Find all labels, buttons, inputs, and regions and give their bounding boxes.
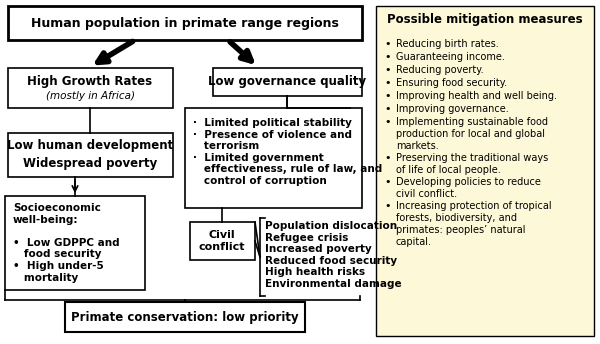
Text: Reducing birth rates.: Reducing birth rates. [396, 39, 499, 49]
Text: •: • [384, 91, 391, 101]
Text: of life of local people.: of life of local people. [396, 165, 501, 175]
Bar [185, 108, 362, 208]
Text: Improving health and well being.: Improving health and well being. [396, 91, 557, 101]
Text: Reducing poverty.: Reducing poverty. [396, 65, 484, 75]
Text: (mostly in Africa): (mostly in Africa) [46, 91, 134, 101]
Text: •: • [384, 104, 391, 114]
Text: markets.: markets. [396, 141, 439, 151]
Text: forests, biodiversity, and: forests, biodiversity, and [396, 213, 517, 223]
Text: •: • [384, 201, 391, 211]
Text: Guaranteeing income.: Guaranteeing income. [396, 52, 505, 62]
Text: production for local and global: production for local and global [396, 129, 545, 139]
Bar [65, 302, 305, 332]
Text: Socioeconomic
well-being:

•  Low GDPPC and
   food security
•  High under-5
   : Socioeconomic well-being: • Low GDPPC an… [13, 203, 119, 283]
Text: primates: peoples’ natural: primates: peoples’ natural [396, 225, 526, 235]
Text: •: • [384, 177, 391, 187]
Text: ·  Limited political stability
·  Presence of violence and
   terrorism
·  Limit: · Limited political stability · Presence… [193, 118, 382, 186]
Bar [213, 68, 362, 96]
Text: Low governance quality: Low governance quality [208, 75, 366, 88]
Text: •: • [384, 65, 391, 75]
Text: Low human development: Low human development [7, 140, 173, 152]
Text: Improving governance.: Improving governance. [396, 104, 509, 114]
Text: •: • [384, 153, 391, 163]
Text: civil conflict.: civil conflict. [396, 189, 457, 199]
Bar [190, 222, 255, 260]
Text: Developing policies to reduce: Developing policies to reduce [396, 177, 541, 187]
Text: •: • [384, 39, 391, 49]
Text: Human population in primate range regions: Human population in primate range region… [31, 17, 339, 30]
Text: •: • [384, 117, 391, 127]
Text: Preserving the traditional ways: Preserving the traditional ways [396, 153, 548, 163]
Text: capital.: capital. [396, 237, 432, 247]
Text: Increasing protection of tropical: Increasing protection of tropical [396, 201, 551, 211]
Bar [8, 68, 173, 108]
Text: Civil
conflict: Civil conflict [199, 230, 245, 252]
Bar [5, 196, 145, 290]
Bar [8, 6, 362, 40]
Text: Primate conservation: low priority: Primate conservation: low priority [71, 311, 299, 323]
Text: Widespread poverty: Widespread poverty [23, 157, 157, 170]
Text: •: • [384, 52, 391, 62]
Text: High Growth Rates: High Growth Rates [28, 75, 152, 88]
Text: Population dislocation
Refugee crisis
Increased poverty
Reduced food security
Hi: Population dislocation Refugee crisis In… [265, 221, 401, 289]
Text: •: • [384, 78, 391, 88]
Text: Implementing sustainable food: Implementing sustainable food [396, 117, 548, 127]
Text: Possible mitigation measures: Possible mitigation measures [387, 13, 583, 26]
Bar [8, 133, 173, 177]
Text: Ensuring food security.: Ensuring food security. [396, 78, 507, 88]
Bar [376, 6, 594, 336]
